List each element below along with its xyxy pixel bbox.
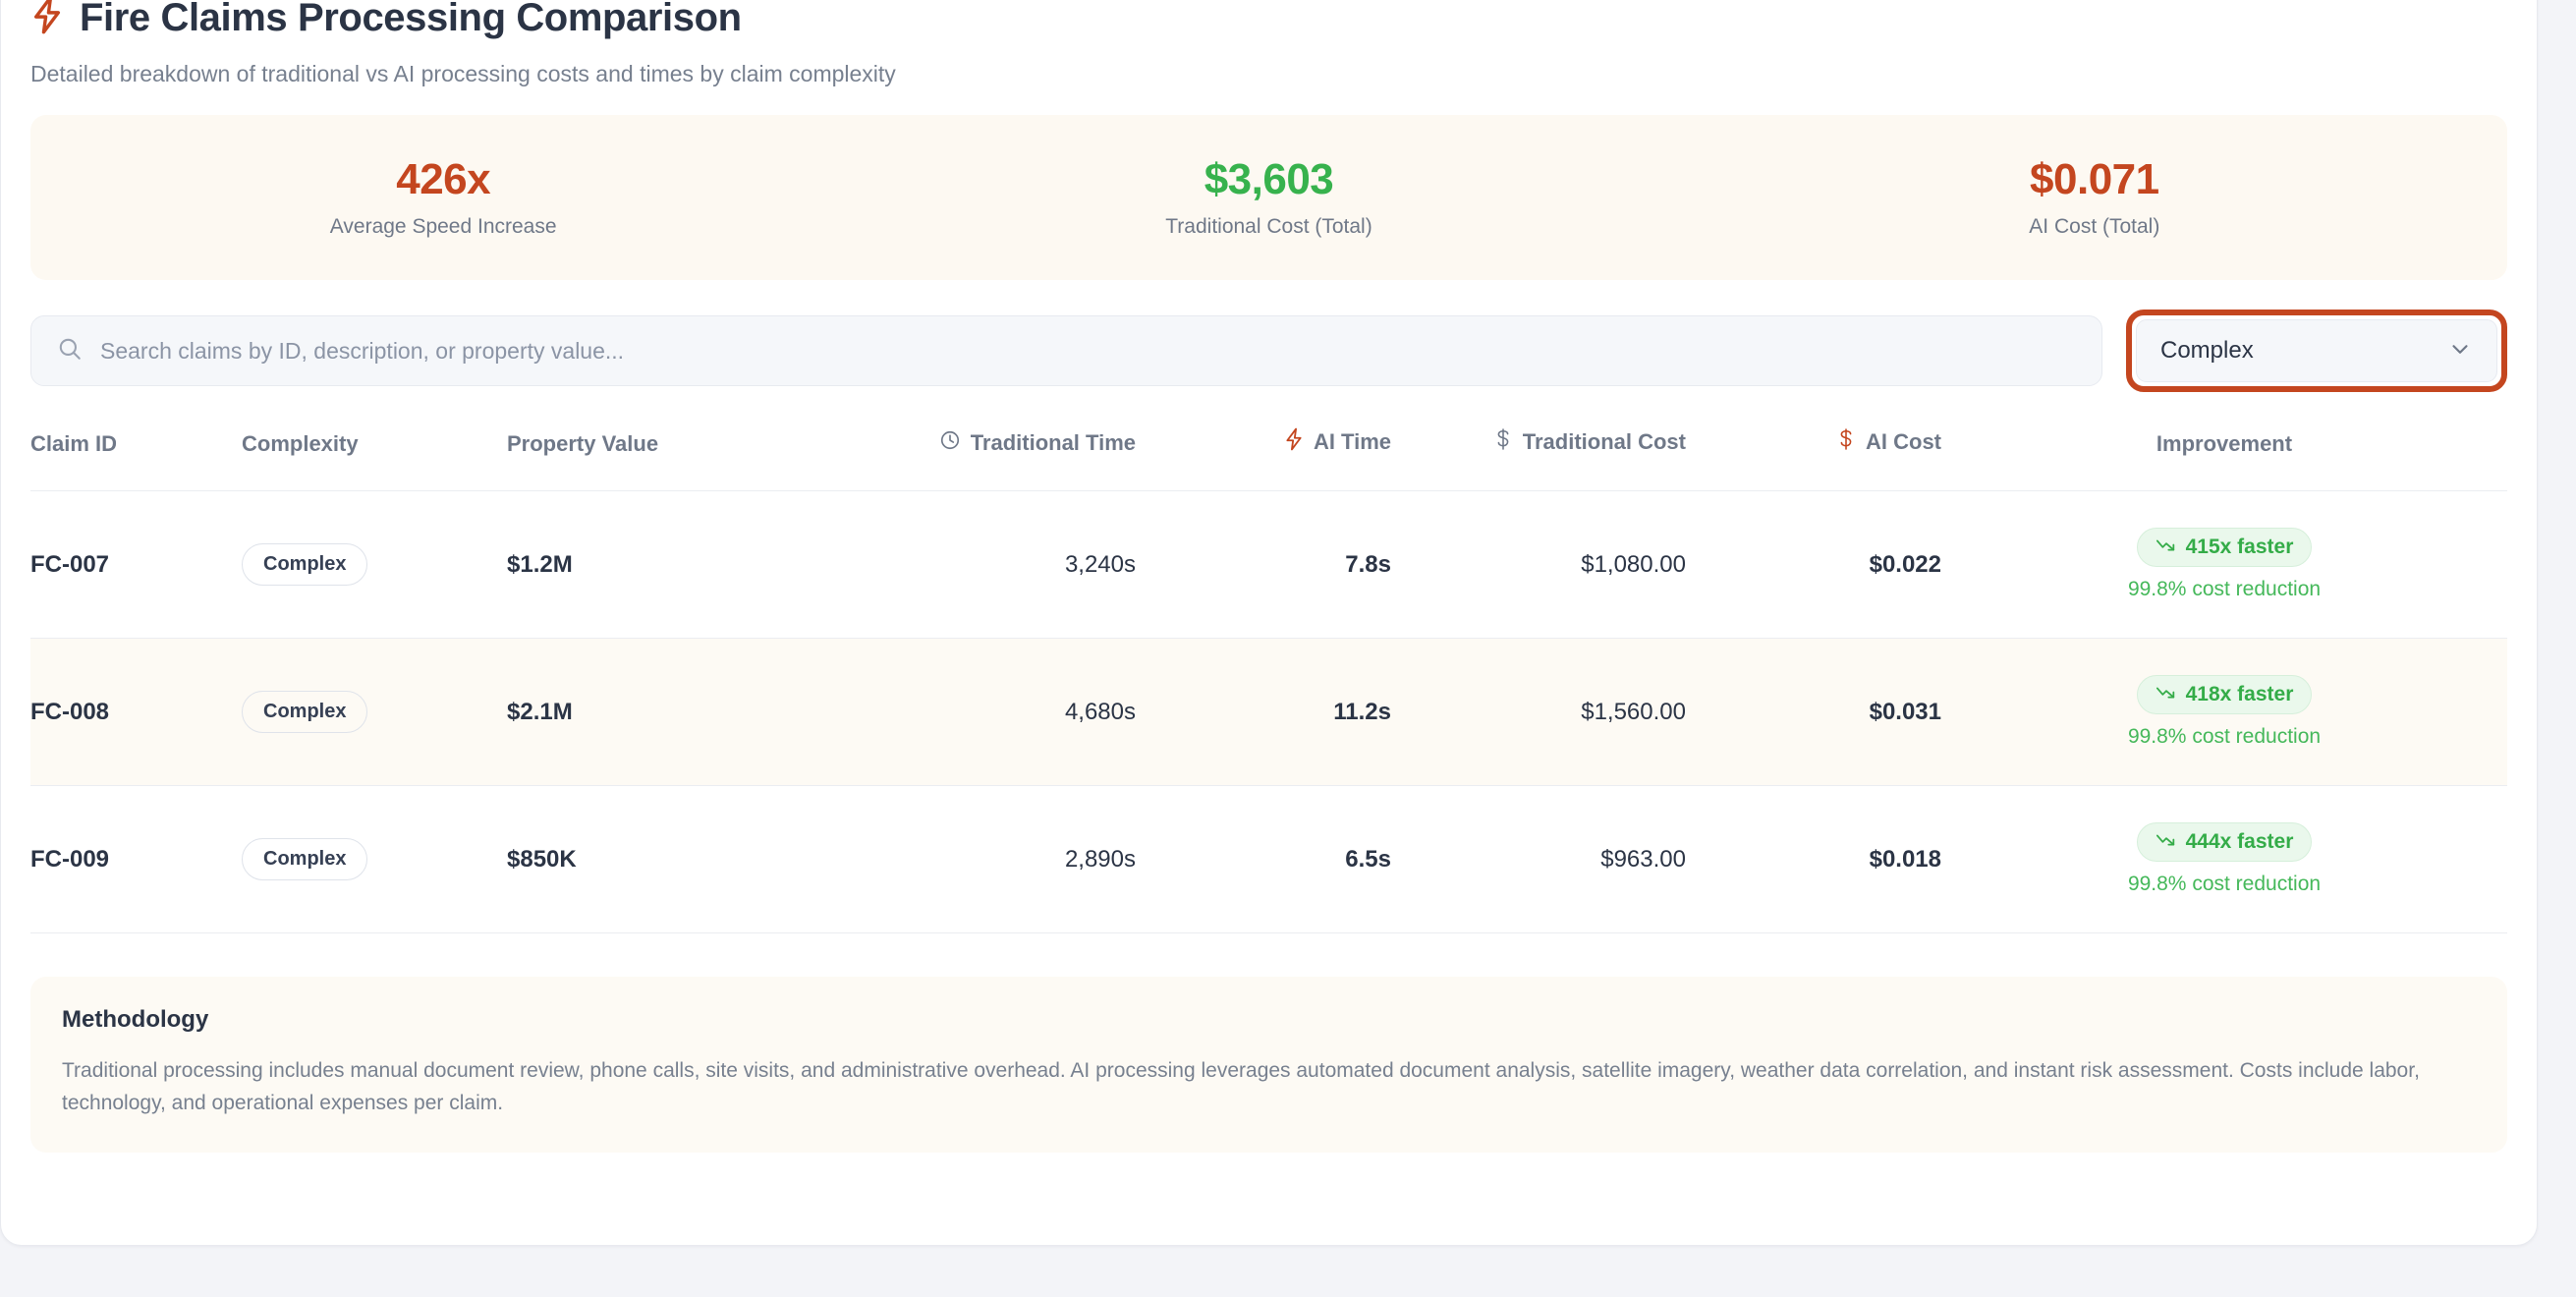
- col-label: AI Cost: [1866, 429, 1941, 455]
- stat-label: Average Speed Increase: [329, 215, 557, 239]
- stat-value: $3,603: [1204, 154, 1334, 203]
- table-row[interactable]: FC-007 Complex $1.2M 3,240s 7.8s $1,080.…: [30, 491, 2507, 639]
- cell-traditional-time: 4,680s: [1064, 698, 1136, 725]
- cell-property-value: $850K: [507, 845, 577, 873]
- table-header-row: Claim ID Complexity Property Value: [30, 427, 2507, 491]
- table-row[interactable]: FC-008 Complex $2.1M 4,680s 11.2s $1,560…: [30, 638, 2507, 786]
- stat-label: AI Cost (Total): [2029, 215, 2160, 239]
- complexity-filter-select[interactable]: Complex: [2126, 310, 2507, 393]
- lightning-bolt-icon: [30, 0, 64, 39]
- col-label: Claim ID: [30, 431, 118, 457]
- stat-average-speed-increase: 426x Average Speed Increase: [30, 154, 856, 239]
- page-title: Fire Claims Processing Comparison: [80, 0, 742, 39]
- cell-improvement: 418x faster 99.8% cost reduction: [1941, 639, 2507, 786]
- cost-reduction-label: 99.8% cost reduction: [2127, 873, 2322, 896]
- col-claim-id: Claim ID: [30, 427, 242, 491]
- col-improvement: Improvement: [1941, 427, 2507, 491]
- speed-improvement-badge: 418x faster: [2136, 675, 2313, 715]
- stat-traditional-cost-total: $3,603 Traditional Cost (Total): [856, 154, 1681, 239]
- complexity-badge: Complex: [242, 543, 368, 587]
- col-complexity: Complexity: [242, 427, 507, 491]
- stat-ai-cost-total: $0.071 AI Cost (Total): [1682, 154, 2507, 239]
- cell-traditional-cost: $1,560.00: [1581, 698, 1686, 725]
- chevron-down-icon: [2447, 336, 2473, 367]
- search-input[interactable]: [100, 316, 2076, 386]
- speed-improvement-label: 415x faster: [2185, 536, 2294, 559]
- trending-down-icon: [2156, 830, 2177, 854]
- stat-label: Traditional Cost (Total): [1165, 215, 1372, 239]
- search-box[interactable]: [30, 315, 2102, 387]
- stat-value: $0.071: [2030, 154, 2159, 203]
- speed-improvement-badge: 444x faster: [2136, 822, 2313, 863]
- cell-improvement: 415x faster 99.8% cost reduction: [1941, 491, 2507, 639]
- col-traditional-time: Traditional Time: [831, 427, 1136, 491]
- complexity-badge: Complex: [242, 838, 368, 881]
- complexity-filter-inner[interactable]: Complex: [2136, 319, 2497, 383]
- page-right-gutter: [2539, 0, 2576, 1297]
- methodology-panel: Methodology Traditional processing inclu…: [30, 977, 2507, 1154]
- col-label: AI Time: [1313, 429, 1391, 455]
- summary-stats-banner: 426x Average Speed Increase $3,603 Tradi…: [30, 115, 2507, 281]
- table-body: FC-007 Complex $1.2M 3,240s 7.8s $1,080.…: [30, 491, 2507, 933]
- cell-traditional-cost: $963.00: [1600, 845, 1686, 873]
- col-ai-time: AI Time: [1136, 427, 1391, 491]
- col-label: Traditional Time: [970, 430, 1136, 456]
- cell-ai-time: 7.8s: [1345, 550, 1391, 578]
- complexity-filter-value: Complex: [2160, 337, 2254, 365]
- cell-ai-cost: $0.018: [1869, 845, 1941, 873]
- cell-complexity: Complex: [242, 491, 507, 639]
- cell-ai-time: 6.5s: [1345, 845, 1391, 873]
- methodology-title: Methodology: [62, 1006, 209, 1034]
- col-label: Complexity: [242, 431, 359, 457]
- trending-down-icon: [2156, 536, 2177, 559]
- cost-reduction-label: 99.8% cost reduction: [2127, 725, 2322, 749]
- col-label: Traditional Cost: [1522, 429, 1686, 455]
- fire-claims-comparison-card: Fire Claims Processing Comparison Detail…: [0, 0, 2538, 1246]
- dollar-icon: [1493, 427, 1513, 457]
- speed-improvement-label: 418x faster: [2185, 683, 2294, 706]
- cell-traditional-time: 2,890s: [1064, 845, 1136, 873]
- title-row: Fire Claims Processing Comparison: [30, 0, 2507, 39]
- claims-comparison-table: Claim ID Complexity Property Value: [30, 427, 2507, 933]
- cell-property-value: $1.2M: [507, 550, 573, 578]
- cell-ai-cost: $0.022: [1869, 550, 1941, 578]
- cell-improvement: 444x faster 99.8% cost reduction: [1941, 786, 2507, 933]
- speed-improvement-badge: 415x faster: [2136, 528, 2313, 568]
- methodology-body: Traditional processing includes manual d…: [62, 1059, 2420, 1114]
- col-property-value: Property Value: [507, 427, 831, 491]
- dollar-icon: [1836, 427, 1856, 457]
- table-row[interactable]: FC-009 Complex $850K 2,890s 6.5s $963.00…: [30, 786, 2507, 933]
- cell-claim-id: FC-008: [30, 698, 110, 725]
- trending-down-icon: [2156, 683, 2177, 706]
- cost-reduction-label: 99.8% cost reduction: [2127, 578, 2322, 601]
- cell-complexity: Complex: [242, 639, 507, 786]
- col-label: Property Value: [507, 431, 659, 457]
- col-traditional-cost: Traditional Cost: [1391, 427, 1686, 491]
- stat-value: 426x: [396, 154, 491, 203]
- card-header: Fire Claims Processing Comparison Detail…: [30, 0, 2507, 89]
- col-ai-cost: AI Cost: [1686, 427, 1941, 491]
- cell-property-value: $2.1M: [507, 698, 573, 725]
- col-label: Improvement: [2156, 431, 2293, 457]
- cell-claim-id: FC-007: [30, 550, 110, 578]
- complexity-badge: Complex: [242, 691, 368, 734]
- table-head: Claim ID Complexity Property Value: [30, 427, 2507, 491]
- cell-traditional-time: 3,240s: [1064, 550, 1136, 578]
- cell-complexity: Complex: [242, 786, 507, 933]
- speed-improvement-label: 444x faster: [2185, 830, 2294, 854]
- cell-traditional-cost: $1,080.00: [1581, 550, 1686, 578]
- page-subtitle: Detailed breakdown of traditional vs AI …: [30, 61, 896, 86]
- cell-ai-time: 11.2s: [1333, 698, 1391, 725]
- cell-ai-cost: $0.031: [1869, 698, 1941, 725]
- search-icon: [57, 336, 83, 367]
- cell-claim-id: FC-009: [30, 845, 110, 873]
- clock-icon: [939, 429, 961, 457]
- controls-row: Complex: [30, 310, 2507, 393]
- lightning-bolt-icon: [1284, 427, 1304, 457]
